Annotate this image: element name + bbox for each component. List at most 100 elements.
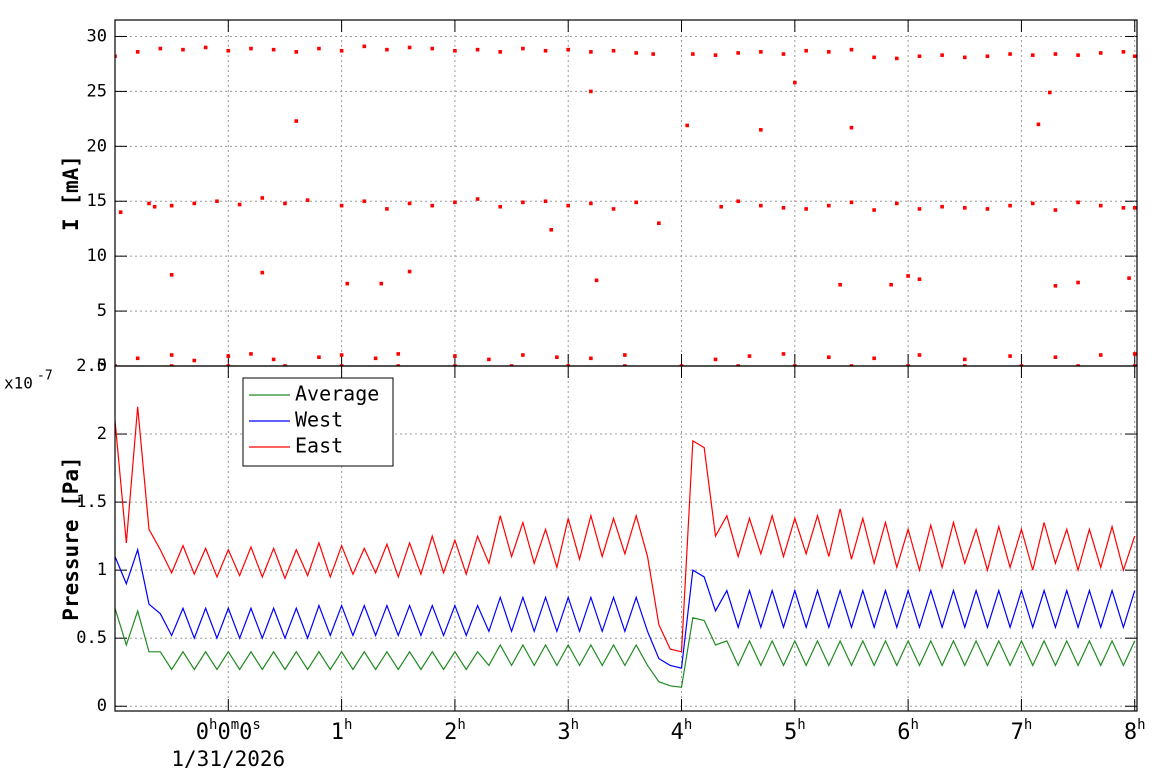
unit-superscript: h (571, 717, 579, 733)
tick-number: 8 (1124, 720, 1137, 745)
data-point (1053, 208, 1058, 212)
data-point (589, 356, 593, 361)
y-tick-label: 20 (87, 136, 107, 156)
data-point (498, 204, 503, 209)
unit-superscript: s (252, 717, 260, 733)
data-point (271, 357, 276, 362)
data-point (713, 357, 718, 362)
data-point (827, 203, 831, 208)
data-point (917, 353, 922, 357)
data-point (685, 123, 689, 128)
data-point (181, 47, 185, 52)
data-point (917, 277, 922, 282)
data-point (849, 364, 854, 366)
legend-label: West (295, 408, 343, 432)
data-point (453, 48, 457, 53)
data-point (940, 204, 944, 209)
legend-box (242, 377, 394, 467)
data-point (889, 282, 893, 287)
unit-superscript: h (344, 717, 352, 733)
data-point (430, 203, 435, 208)
data-point (135, 356, 140, 361)
tick-number: 5 (784, 720, 797, 745)
tick-number: 6 (897, 720, 910, 745)
data-point (894, 201, 899, 206)
data-point (152, 204, 157, 209)
y-tick-label: 25 (87, 81, 107, 101)
data-point (759, 50, 763, 54)
data-point (894, 56, 899, 61)
legend-label: Average (295, 382, 379, 406)
data-point (804, 48, 808, 53)
data-point (589, 201, 593, 206)
data-point (759, 203, 763, 208)
data-point (396, 364, 401, 366)
data-point (498, 50, 503, 54)
y-tick-label: 2.5 (76, 356, 107, 376)
data-point (611, 207, 616, 211)
unit-superscript: h (457, 717, 465, 733)
data-point (872, 208, 876, 212)
data-point (611, 48, 616, 53)
tick-number: 3 (557, 720, 570, 745)
data-point (555, 355, 559, 360)
data-point (1076, 364, 1080, 366)
data-point (475, 47, 480, 52)
data-point (226, 48, 231, 53)
data-point (736, 364, 740, 366)
data-point (1098, 51, 1103, 55)
data-point (305, 198, 310, 202)
data-point (1121, 206, 1126, 210)
data-point (849, 200, 854, 205)
data-point (379, 281, 384, 286)
data-point (793, 80, 797, 85)
data-point (1053, 355, 1058, 360)
data-point (407, 201, 412, 206)
data-point (634, 200, 638, 205)
data-point (118, 210, 123, 215)
data-point (135, 50, 140, 54)
data-point (430, 46, 435, 51)
time-offset-label: 1/31/2026 (171, 747, 285, 771)
data-point (917, 54, 922, 59)
data-point (115, 364, 117, 366)
y-tick-label: 0 (97, 356, 107, 376)
data-point (158, 46, 163, 51)
data-point (317, 355, 321, 360)
data-point (747, 354, 752, 358)
y-tick-label: 30 (87, 26, 107, 46)
x-tick-label: 2h (444, 717, 466, 745)
y-axis-label: Pressure [Pa] (59, 456, 83, 620)
data-point (1030, 53, 1035, 57)
data-point (339, 203, 344, 208)
data-point (407, 269, 412, 274)
data-point (566, 364, 571, 366)
data-point (509, 364, 514, 366)
data-point (1121, 50, 1126, 54)
data-point (453, 364, 457, 366)
data-point (249, 46, 253, 51)
data-point (215, 199, 219, 204)
data-point (827, 50, 831, 54)
data-point (317, 46, 321, 51)
data-point (226, 354, 231, 358)
data-point (736, 51, 740, 55)
data-point (804, 207, 808, 211)
data-point (147, 201, 151, 206)
data-point (339, 48, 344, 53)
y-tick-label: 1 (97, 560, 107, 580)
data-point (1047, 90, 1052, 95)
data-point (985, 54, 990, 59)
data-point (566, 203, 571, 208)
data-point (589, 50, 593, 54)
data-point (1076, 53, 1080, 57)
x-tick-label: 1h (331, 717, 353, 745)
data-point (962, 357, 967, 362)
y-tick-label: 15 (87, 191, 107, 211)
unit-superscript: h (1024, 717, 1032, 733)
data-point (475, 197, 480, 201)
data-point (1036, 122, 1041, 127)
data-point (657, 221, 661, 226)
